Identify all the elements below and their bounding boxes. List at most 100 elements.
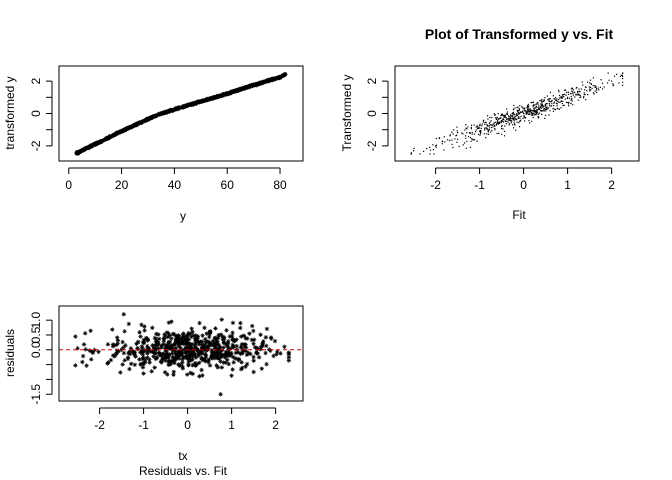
data-point — [154, 331, 159, 337]
data-point — [171, 355, 177, 360]
data-point — [486, 127, 488, 129]
data-point — [275, 349, 280, 355]
data-point — [531, 114, 533, 116]
x-tick-label: 0 — [65, 178, 72, 192]
data-point — [574, 91, 576, 94]
data-point — [486, 128, 488, 130]
data-point — [532, 105, 534, 107]
data-point — [475, 129, 477, 131]
data-point — [488, 129, 490, 131]
data-point — [164, 344, 169, 350]
data-point — [503, 114, 505, 117]
data-point — [218, 359, 223, 364]
data-point — [514, 107, 516, 109]
y-tick-label: 0 — [29, 110, 43, 117]
data-point — [159, 360, 164, 365]
data-point — [479, 124, 481, 127]
data-point — [238, 345, 244, 350]
data-point — [226, 339, 231, 344]
data-point — [515, 118, 517, 120]
y-tick-label: 0 — [365, 110, 379, 117]
data-point — [541, 104, 543, 106]
x-axis-label: tx — [178, 449, 187, 463]
data-point — [496, 117, 498, 119]
data-point — [570, 92, 572, 94]
data-point — [504, 120, 506, 122]
data-point — [115, 338, 121, 343]
data-point — [545, 104, 547, 107]
data-point — [456, 134, 458, 136]
data-point — [580, 88, 583, 90]
data-point — [564, 93, 566, 95]
data-point — [220, 352, 225, 358]
data-point — [221, 360, 226, 365]
y-tick-label: 0.0 — [29, 341, 43, 358]
data-point — [486, 124, 489, 126]
x-tick-label: 0 — [184, 418, 191, 432]
data-point — [185, 333, 190, 339]
data-point — [487, 133, 490, 135]
data-point — [542, 110, 544, 112]
data-point — [449, 139, 451, 142]
data-point — [429, 149, 432, 151]
data-point — [535, 103, 537, 105]
data-point — [568, 101, 570, 103]
data-point — [551, 103, 553, 105]
data-point — [441, 140, 444, 142]
data-point — [171, 331, 177, 337]
data-point — [259, 366, 265, 371]
data-point — [200, 357, 205, 363]
data-point — [271, 353, 276, 359]
data-point — [131, 351, 137, 356]
data-point — [207, 363, 213, 368]
plot-frame — [58, 65, 304, 162]
data-point — [518, 109, 521, 111]
data-point — [132, 352, 137, 358]
data-point — [141, 340, 147, 345]
data-point — [229, 373, 234, 378]
data-point — [514, 114, 516, 116]
data-point — [239, 334, 244, 339]
data-point — [558, 91, 560, 93]
data-point — [511, 120, 513, 122]
data-point — [540, 110, 542, 112]
x-tick-label: -2 — [94, 418, 105, 432]
data-point — [230, 337, 236, 342]
data-point — [566, 91, 568, 93]
data-point — [179, 353, 185, 358]
data-point — [162, 336, 167, 341]
data-point — [540, 103, 542, 106]
data-point — [522, 111, 524, 113]
data-point — [463, 142, 466, 144]
data-point — [493, 113, 495, 115]
data-point — [622, 84, 624, 86]
data-point — [228, 352, 234, 358]
data-point — [570, 88, 572, 90]
data-point — [272, 338, 278, 344]
data-point — [537, 102, 539, 104]
data-point — [476, 127, 479, 130]
data-point — [466, 128, 468, 130]
data-point — [193, 333, 199, 338]
data-point — [180, 332, 186, 337]
data-point — [473, 139, 476, 141]
data-point — [503, 116, 505, 118]
data-point — [449, 134, 451, 136]
data-point — [521, 111, 523, 113]
data-point — [469, 132, 471, 135]
data-point — [199, 367, 204, 373]
data-point — [592, 92, 595, 94]
data-point — [203, 336, 208, 342]
data-point — [111, 132, 117, 137]
data-point — [553, 101, 556, 103]
data-point — [167, 359, 172, 364]
data-point — [192, 101, 198, 107]
data-point — [239, 344, 244, 349]
data-point — [419, 153, 421, 155]
data-point — [545, 102, 547, 105]
x-tick-label: 0 — [520, 178, 527, 192]
data-point — [196, 342, 202, 347]
data-point — [237, 87, 242, 92]
data-point — [523, 120, 526, 122]
data-point — [186, 345, 192, 350]
